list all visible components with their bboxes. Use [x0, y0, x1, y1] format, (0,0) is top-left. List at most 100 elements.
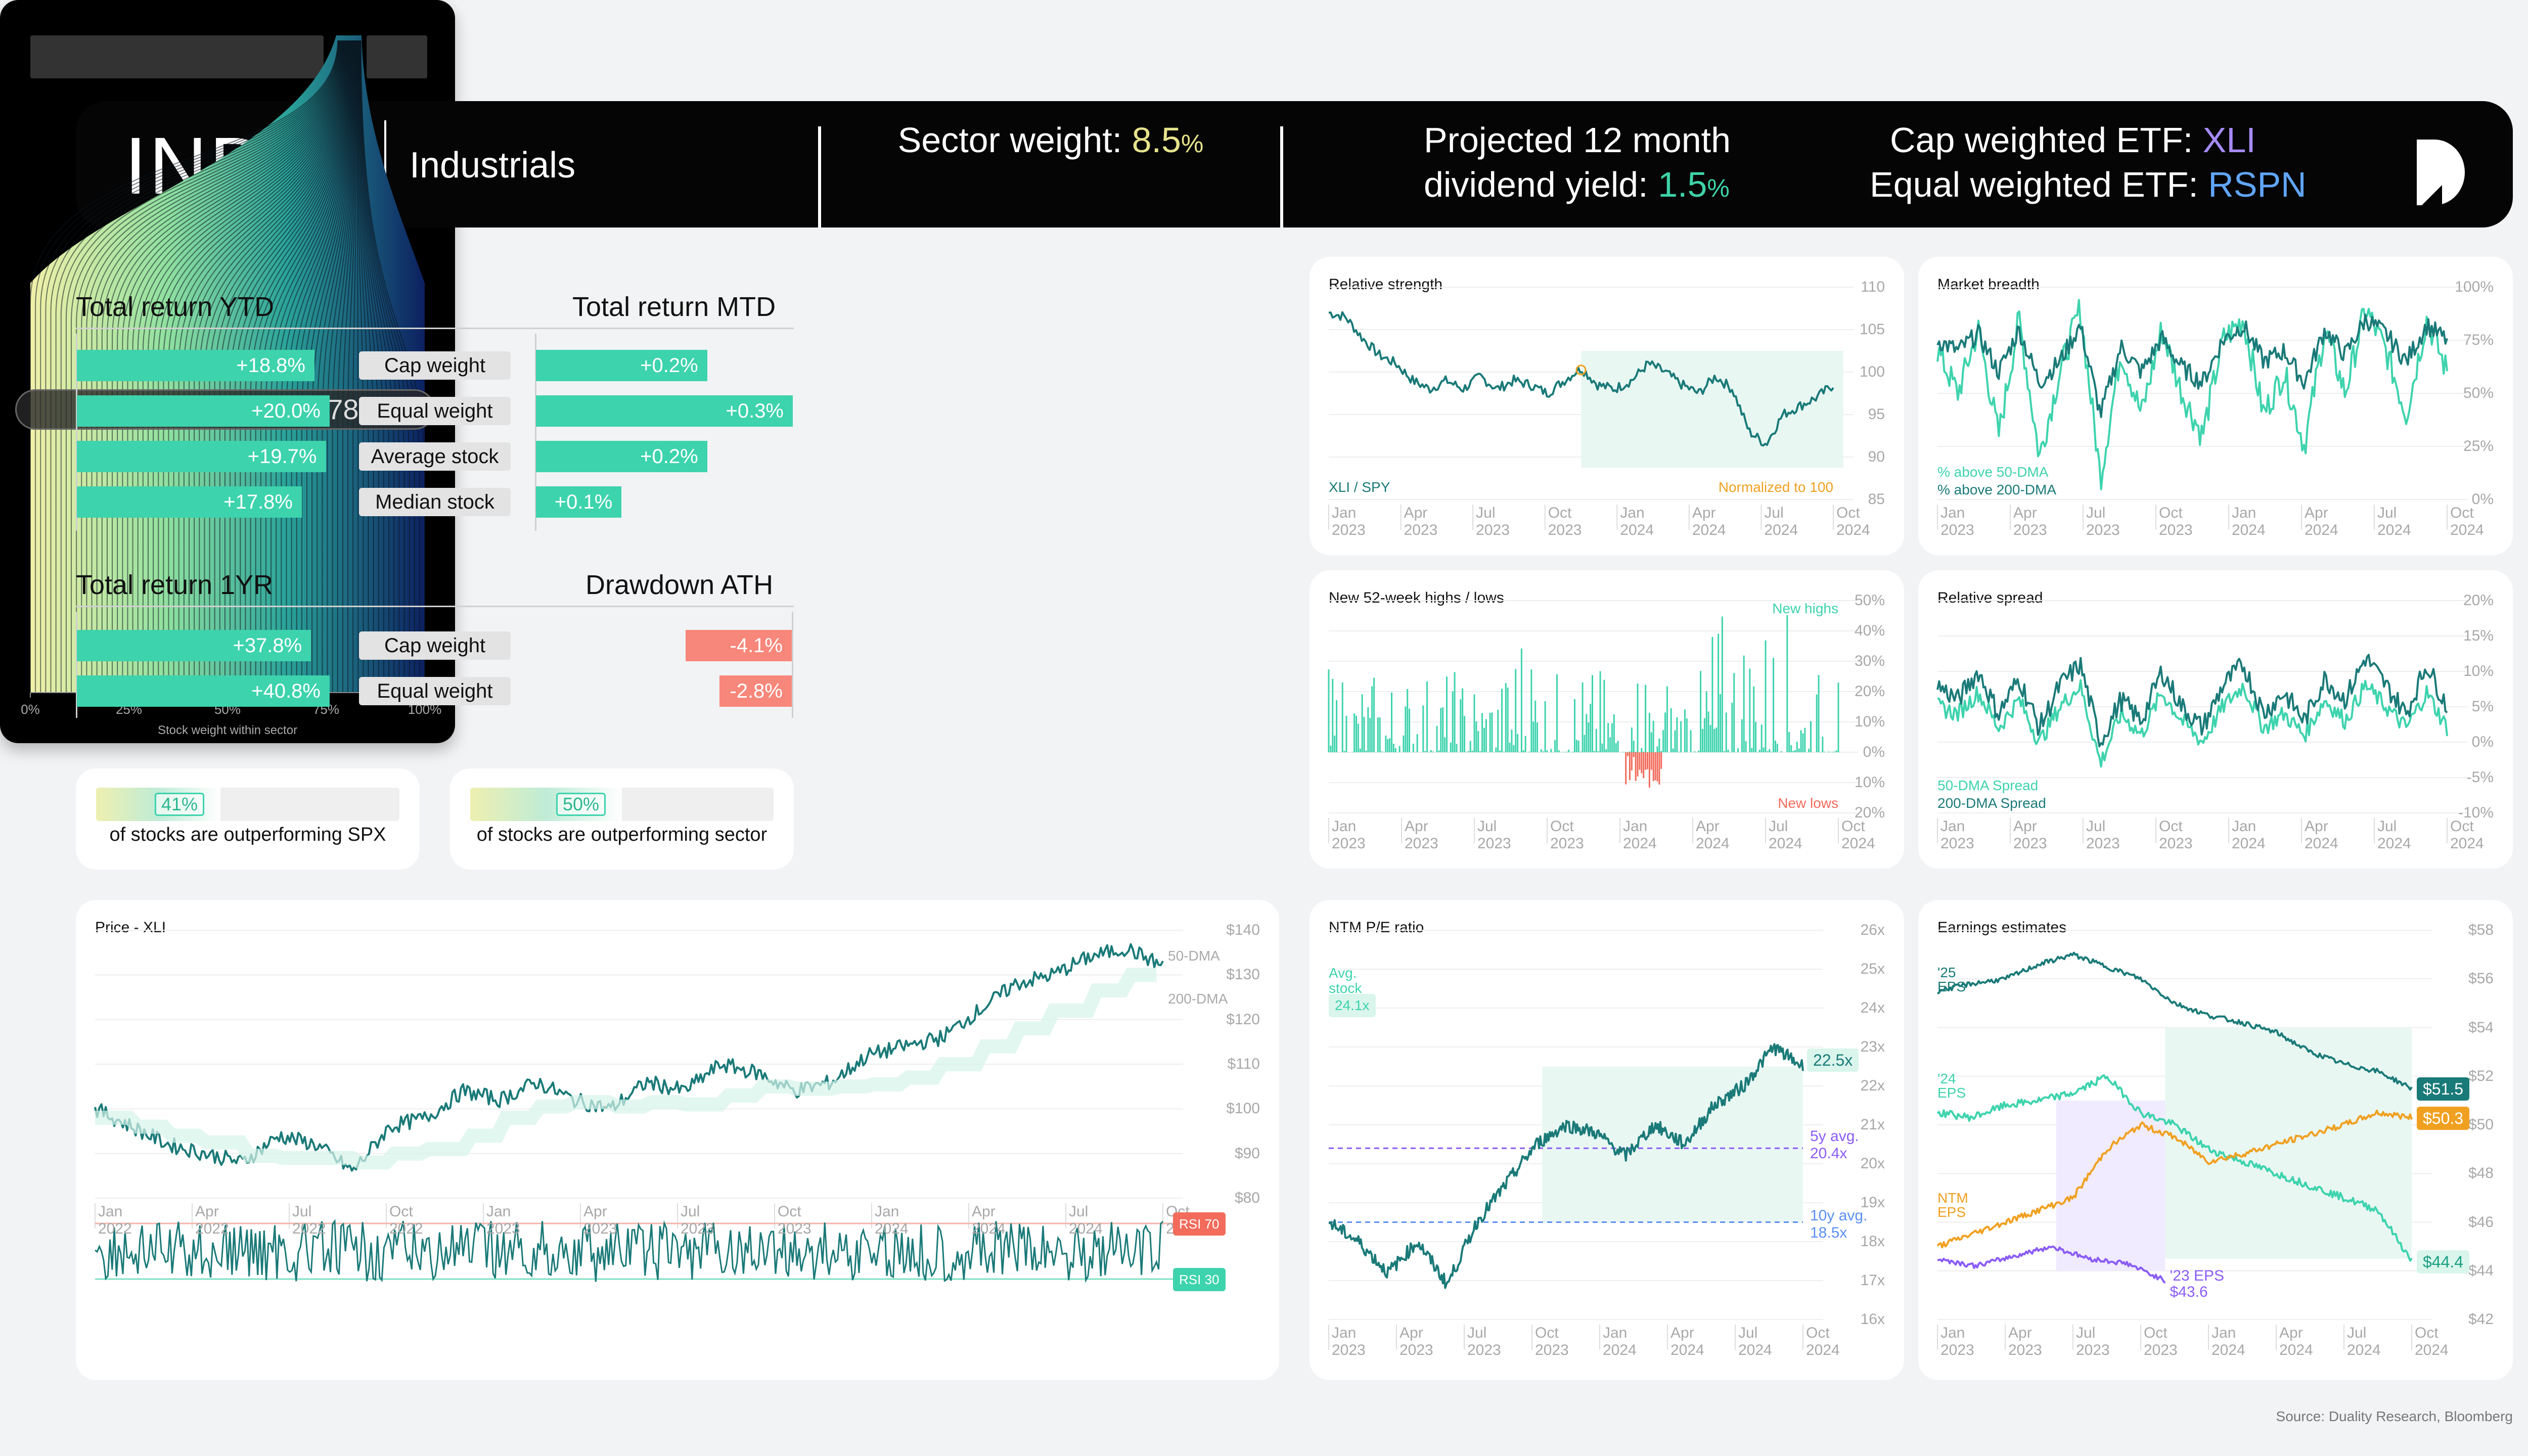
drawdown-bar: -2.8% [719, 675, 792, 707]
x-tick: Jan 2024 [1623, 818, 1657, 852]
y-tick: $100 [1226, 1100, 1260, 1117]
weight-xlabel: Stock weight within sector [158, 723, 297, 737]
sector-name: Industrials [410, 145, 576, 186]
mb-50dma-label: % above 50-DMA [1937, 464, 2049, 480]
y-tick: 10% [1854, 713, 1885, 730]
x-tick: Jul 2023 [2076, 1325, 2110, 1358]
x-tick: Apr 2024 [1696, 818, 1730, 852]
avg-stock-label: Avg. stock [1329, 965, 1362, 996]
drawdown-title: Drawdown ATH [585, 570, 774, 600]
x-tick: Apr 2024 [972, 1203, 1006, 1237]
x-tick: Apr 2022 [195, 1203, 229, 1237]
y-tick: 0% [1863, 744, 1885, 760]
row-label: Average stock [359, 442, 511, 471]
eps25-value: $51.5 [2417, 1077, 2470, 1101]
mb-200dma-label: % above 200-DMA [1937, 482, 2057, 497]
row-label: Cap weight [359, 631, 511, 660]
spread-200dma-label: 200-DMA Spread [1937, 795, 2046, 811]
x-tick: Jul 2023 [2086, 818, 2120, 852]
returns-rule [76, 328, 794, 329]
y-tick: 50% [1854, 592, 1885, 609]
x-tick: Oct 2024 [2450, 818, 2484, 852]
chart-title: Relative spread [1937, 589, 2043, 606]
new-lows-label: New lows [1778, 795, 1838, 811]
new-highs-label: New highs [1772, 601, 1838, 616]
x-tick: Jul 2024 [2347, 1325, 2381, 1358]
outperform-spx-pct: 41% [155, 793, 205, 816]
equal-weighted-etf: Equal weighted ETF: RSPN [1870, 165, 2307, 204]
y-tick: 22x [1860, 1077, 1885, 1094]
x-tick: Jan 2024 [1603, 1325, 1637, 1358]
y-tick: 85 [1868, 491, 1885, 508]
x-tick: Oct 2024 [1836, 505, 1870, 538]
x-tick: Oct 2024 [2450, 505, 2484, 538]
y-tick: 18x [1860, 1233, 1885, 1250]
x-tick: Oct 2023 [2159, 505, 2193, 538]
x-tick: Jan 2023 [1940, 818, 1974, 852]
x-tick: Apr 2024 [1671, 1325, 1704, 1358]
x-tick: Apr 2024 [2279, 1325, 2313, 1358]
y-tick: 25% [2463, 438, 2494, 454]
header-divider-right [1280, 126, 1283, 228]
outperform-sector-text: of stocks are outperforming sector [476, 824, 768, 845]
y-tick: 20% [1854, 804, 1885, 821]
header-divider [384, 120, 386, 206]
hl-plot [1328, 600, 1859, 843]
row-label: Cap weight [359, 351, 511, 380]
y-tick: 0% [2471, 734, 2494, 750]
pe-current-value: 22.5x [1807, 1049, 1859, 1072]
cap-weighted-etf: Cap weighted ETF: XLI [1890, 120, 2256, 160]
earnings-estimates-card: Earnings estimates $58 $56 $54 $52 $50 $48 $46 $… [1918, 900, 2513, 1380]
1yr-bar: +37.8% [77, 630, 311, 661]
x-tick: Apr 2023 [2008, 1325, 2042, 1358]
y-tick: 50% [2463, 385, 2494, 401]
ytd-bar: +19.7% [77, 441, 326, 472]
y-tick: 10% [1854, 774, 1885, 791]
x-tick: Jan 2024 [2232, 818, 2266, 852]
row-label: Equal weight [359, 397, 511, 425]
y-tick: $54 [2468, 1019, 2494, 1036]
x-tick: Oct 2024 [1806, 1325, 1840, 1358]
y-tick: 17x [1860, 1272, 1885, 1289]
pe-plot [1328, 930, 1823, 1350]
y-tick: 24x [1860, 999, 1885, 1016]
x-tick: Oct 2024 [2415, 1325, 2449, 1358]
y-tick: $48 [2468, 1165, 2494, 1182]
x-tick: Apr 2023 [1404, 505, 1438, 538]
y-tick: $90 [1234, 1145, 1260, 1162]
weight-tick: 0% [21, 702, 40, 717]
price-card: Price - XLI $140 $130 $120 $110 $100 $90 $80 Jan… [76, 900, 1279, 1380]
ytd-title: Total return YTD [76, 292, 275, 322]
x-tick: Oct 2023 [778, 1203, 811, 1237]
y-tick: 110 [1861, 279, 1885, 295]
y-tick: -5% [2466, 769, 2494, 786]
x-tick: Jan 2023 [1332, 505, 1366, 538]
drawdown-bar: -4.1% [686, 630, 792, 661]
1yr-bar: +40.8% [77, 675, 330, 707]
y-tick: 75% [2463, 332, 2494, 348]
ytd-bar: +20.0% [77, 395, 330, 427]
y-tick: $52 [2468, 1067, 2494, 1084]
y-tick: $56 [2468, 970, 2494, 987]
rs-series-label: XLI / SPY [1329, 479, 1390, 495]
x-tick: Jul 2024 [2377, 505, 2411, 538]
x-tick: Apr 2024 [2305, 505, 2338, 538]
source-note: Source: Duality Research, Bloomberg [2276, 1408, 2513, 1424]
dividend-line1: Projected 12 month [1424, 120, 1731, 160]
x-tick: Oct 2024 [1841, 818, 1875, 852]
x-tick: Jan 2024 [875, 1203, 909, 1237]
chart-title: Earnings estimates [1937, 919, 2067, 936]
eps25-label: '25 EPS [1937, 965, 1966, 994]
y-tick: 30% [1854, 653, 1885, 669]
y-tick: 0% [2471, 491, 2494, 508]
outperform-spx-text: of stocks are outperforming SPX [109, 824, 386, 845]
mtd-title: Total return MTD [572, 292, 776, 322]
5y-avg-label: 5y avg. 20.4x [1810, 1128, 1859, 1162]
x-tick: Jul 2024 [1769, 818, 1802, 852]
x-tick: Apr 2023 [1400, 1325, 1433, 1358]
eps-plot [1936, 930, 2432, 1350]
y-tick: 90 [1868, 448, 1885, 465]
y-tick: 23x [1860, 1038, 1885, 1055]
rs-plot [1328, 287, 1854, 530]
y-tick: 20% [1854, 683, 1885, 700]
